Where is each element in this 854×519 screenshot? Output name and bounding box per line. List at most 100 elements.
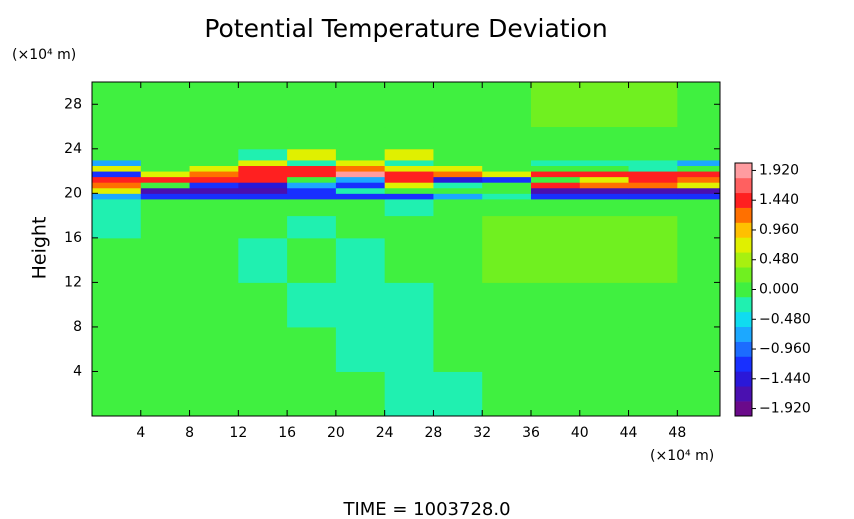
- heat-cell: [628, 237, 678, 283]
- heat-cell: [433, 176, 483, 183]
- x-tick-label: 4: [136, 425, 145, 441]
- heat-cell: [238, 371, 288, 417]
- heat-cell: [189, 159, 239, 166]
- colorbar-swatch: [735, 237, 752, 253]
- heat-cell: [433, 215, 483, 239]
- colorbar-swatch: [735, 386, 752, 402]
- heat-cell: [92, 282, 142, 328]
- heat-cell: [238, 282, 288, 328]
- colorbar-swatch: [735, 311, 752, 328]
- heat-cell: [92, 237, 142, 283]
- heat-cell: [482, 176, 532, 183]
- heat-cell: [92, 82, 142, 128]
- heat-cell: [677, 326, 721, 372]
- heat-cell: [433, 148, 483, 161]
- heat-cell: [579, 282, 630, 328]
- heat-cell: [335, 82, 386, 128]
- heat-cell: [140, 159, 191, 166]
- heat-cell: [433, 371, 483, 417]
- heat-cell: [482, 82, 532, 128]
- heat-cell: [335, 171, 386, 178]
- heat-cell: [335, 326, 386, 372]
- heat-cell: [238, 326, 288, 372]
- heat-cell: [287, 82, 337, 128]
- heat-cell: [287, 193, 337, 200]
- heat-cell: [433, 282, 483, 328]
- heat-cell: [433, 237, 483, 283]
- heat-cell: [238, 148, 288, 161]
- x-tick-label: 44: [620, 425, 638, 441]
- colorbar-tick-label: 1.440: [759, 192, 799, 208]
- heat-cell: [628, 187, 678, 194]
- heat-cell: [433, 126, 483, 150]
- heat-cell: [482, 237, 532, 283]
- heat-cell: [287, 148, 337, 161]
- heat-cell: [189, 126, 239, 150]
- heat-cell: [287, 176, 337, 183]
- heat-cell: [238, 171, 288, 178]
- heat-cell: [482, 198, 532, 217]
- heat-cell: [238, 82, 288, 128]
- heat-cell: [287, 215, 337, 239]
- heat-cell: [384, 171, 434, 178]
- heat-cell: [189, 165, 239, 172]
- heat-cell: [384, 182, 434, 189]
- heat-cell: [482, 171, 532, 178]
- heat-cell: [530, 182, 581, 189]
- x-tick-label: 24: [376, 425, 394, 441]
- heat-cell: [238, 215, 288, 239]
- heat-cell: [335, 198, 386, 217]
- heat-cell: [530, 165, 581, 172]
- heat-cell: [433, 193, 483, 200]
- x-tick-label: 36: [522, 425, 540, 441]
- colorbar-tick-label: −1.440: [759, 371, 811, 387]
- heat-cell: [530, 148, 581, 161]
- heat-cell: [677, 193, 721, 200]
- colorbar-swatch: [735, 282, 752, 298]
- heat-cell: [677, 371, 721, 417]
- colorbar-swatch: [735, 163, 752, 179]
- heat-cell: [579, 198, 630, 217]
- heat-cell: [140, 237, 191, 283]
- heat-cell: [189, 182, 239, 189]
- heat-cell: [189, 215, 239, 239]
- heat-cell: [92, 193, 142, 200]
- heat-cell: [579, 126, 630, 150]
- heat-cell: [140, 126, 191, 150]
- heat-cell: [140, 282, 191, 328]
- heat-cell: [530, 126, 581, 150]
- colorbar-tick-label: 0.000: [759, 282, 799, 298]
- heat-cell: [92, 171, 142, 178]
- heat-cell: [628, 171, 678, 178]
- heat-cell: [238, 187, 288, 194]
- heat-cell: [482, 282, 532, 328]
- heat-cell: [433, 187, 483, 194]
- colorbar-tick-label: 0.480: [759, 252, 799, 268]
- colorbar-swatch: [735, 401, 752, 417]
- heat-cell: [677, 126, 721, 150]
- heat-cell: [140, 148, 191, 161]
- heat-cell: [384, 176, 434, 183]
- heat-cell: [287, 371, 337, 417]
- colorbar-swatch: [735, 177, 752, 194]
- heat-cell: [287, 326, 337, 372]
- heat-cell: [530, 193, 581, 200]
- heat-cell: [482, 187, 532, 194]
- colorbar-tick-label: 1.920: [759, 162, 799, 178]
- colorbar-swatch: [735, 252, 752, 268]
- colorbar-swatch: [735, 341, 752, 357]
- heat-cell: [433, 171, 483, 178]
- y-axis-label: Height: [29, 217, 51, 280]
- heat-cell: [238, 159, 288, 166]
- x-tick-label: 32: [473, 425, 491, 441]
- heat-cell: [92, 215, 142, 239]
- heat-cell: [92, 198, 142, 217]
- heat-cell: [579, 187, 630, 194]
- heat-cell: [482, 165, 532, 172]
- colorbar-swatch: [735, 371, 752, 387]
- heat-cell: [482, 182, 532, 189]
- colorbar-tick-label: 0.960: [759, 222, 799, 238]
- heat-cell: [579, 148, 630, 161]
- heat-cell: [384, 193, 434, 200]
- heat-cell: [677, 171, 721, 178]
